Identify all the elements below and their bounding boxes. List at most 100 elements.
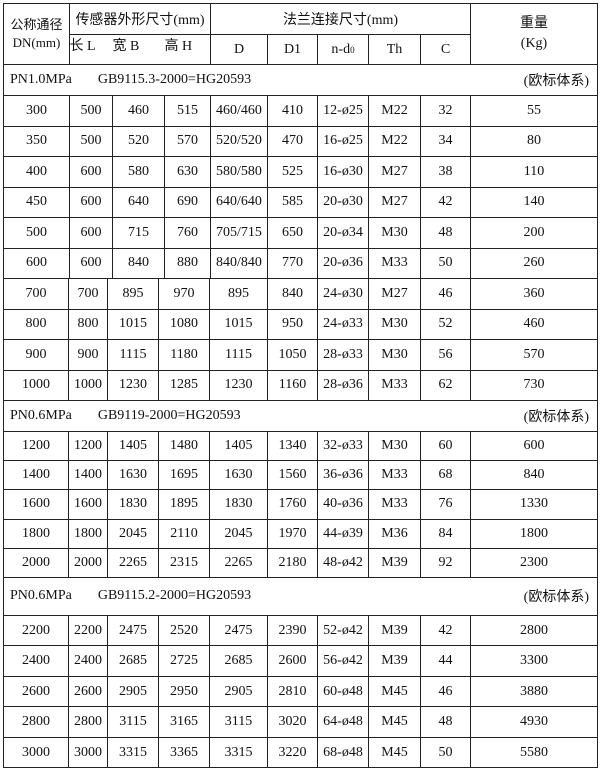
header-flange-group: 法兰连接尺寸(mm): [211, 4, 471, 35]
flange-standard: GB9115.2-2000=HG20593: [97, 588, 252, 604]
cell-th: M30: [369, 432, 421, 461]
cell-d1: 650: [268, 218, 318, 248]
cell-weight: 200: [471, 218, 598, 248]
table-row: 450 600 640 690 640/640 585 20-ø30 M27 42 140: [4, 187, 598, 218]
weight-unit: (Kg): [520, 36, 548, 51]
cell-d1: 770: [268, 248, 318, 278]
cell-n-d0: 20-ø36: [318, 248, 369, 278]
table-body: PN1.0MPa GB9115.3-2000=HG20593 (欧标体系) 300 50…: [4, 65, 598, 768]
cell-length: 800: [69, 309, 108, 339]
cell-c: 46: [421, 279, 471, 309]
cell-n-d0: 24-ø30: [318, 279, 369, 309]
cell-n-d0: 32-ø33: [318, 432, 369, 461]
cell-c: 68: [421, 461, 471, 490]
cell-length: 600: [70, 218, 113, 248]
cell-dn: 900: [4, 340, 69, 370]
cell-th: M45: [369, 737, 421, 768]
cell-width: 2045: [108, 519, 159, 548]
table-row: 300 500 460 515 460/460 410 12-ø25 M22 32 55: [4, 96, 598, 127]
cell-weight: 360: [471, 279, 598, 309]
cell-width: 2905: [108, 676, 159, 707]
cell-weight: 110: [471, 157, 598, 187]
sensor-subheaders: 长 L 宽 B 高 H: [70, 35, 211, 64]
table-row: 1600 1600 1830 1895 1830 1760 40-ø36 M33 76 1330: [4, 490, 598, 520]
flowmeter-dimension-table: 公称通径 DN(mm) 传感器外形尺寸(mm) 法兰连接尺寸(mm) 重量 (K…: [3, 3, 598, 768]
cell-weight: 140: [471, 187, 598, 217]
cell-d: 2685: [210, 646, 268, 676]
cell-c: 46: [421, 676, 471, 707]
cell-width: 2475: [108, 615, 159, 646]
cell-th: M45: [369, 707, 421, 737]
cell-d: 1015: [210, 309, 268, 339]
cell-d1: 840: [268, 279, 318, 309]
cell-d: 1230: [210, 370, 268, 400]
cell-height: 1080: [159, 309, 210, 339]
table-header: 公称通径 DN(mm) 传感器外形尺寸(mm) 法兰连接尺寸(mm) 重量 (K…: [4, 4, 598, 65]
cell-weight: 4930: [471, 707, 598, 737]
cell-d1: 1160: [268, 370, 318, 400]
cell-th: M22: [369, 96, 421, 126]
table-row: 900 900 1115 1180 1115 1050 28-ø33 M30 56 570: [4, 340, 598, 371]
cell-width: 3115: [108, 707, 159, 737]
cell-c: 48: [421, 218, 471, 248]
cell-length: 700: [69, 279, 108, 309]
cell-dn: 2400: [4, 646, 69, 676]
cell-d: 1115: [210, 340, 268, 370]
standard-system: (欧标体系): [523, 74, 589, 89]
cell-d: 460/460: [211, 96, 268, 126]
cell-n-d0: 12-ø25: [318, 96, 369, 126]
cell-dn: 800: [4, 309, 69, 339]
cell-weight: 730: [471, 370, 598, 400]
header-d1: D1: [268, 35, 318, 64]
cell-n-d0: 16-ø25: [318, 126, 369, 156]
cell-weight: 1800: [471, 519, 598, 548]
cell-th: M22: [369, 126, 421, 156]
standard-system: (欧标体系): [523, 590, 589, 606]
cell-weight: 5580: [471, 737, 598, 768]
cell-n-d0: 52-ø42: [318, 615, 369, 646]
dn-label: 公称通径: [10, 17, 63, 32]
cell-d: 3115: [210, 707, 268, 737]
cell-c: 44: [421, 646, 471, 676]
cell-c: 76: [421, 490, 471, 519]
cell-th: M33: [369, 248, 421, 278]
table-row: 2200 2200 2475 2520 2475 2390 52-ø42 M39 42 2800: [4, 615, 598, 647]
cell-dn: 350: [4, 126, 70, 156]
cell-d: 895: [210, 279, 268, 309]
nd-subscript: 0: [350, 44, 355, 55]
header-dn: 公称通径 DN(mm): [4, 4, 70, 64]
pressure-rating: PN0.6MPa: [10, 408, 72, 423]
cell-d1: 2600: [268, 646, 318, 676]
cell-c: 42: [421, 615, 471, 646]
cell-width: 840: [113, 248, 165, 278]
table-row: 2000 2000 2265 2315 2265 2180 48-ø42 M39 92 2300: [4, 548, 598, 578]
cell-width: 2265: [108, 548, 159, 577]
cell-weight: 55: [471, 96, 598, 126]
cell-d: 640/640: [211, 187, 268, 217]
cell-height: 2520: [159, 615, 210, 646]
table-row: 600 600 840 880 840/840 770 20-ø36 M33 50 260: [4, 248, 598, 279]
cell-d1: 2810: [268, 676, 318, 707]
cell-n-d0: 24-ø33: [318, 309, 369, 339]
cell-n-d0: 60-ø48: [318, 676, 369, 707]
cell-length: 1800: [69, 519, 108, 548]
cell-dn: 2600: [4, 676, 69, 707]
cell-n-d0: 28-ø36: [318, 370, 369, 400]
header-nd0: n-d 0: [318, 35, 369, 64]
cell-height: 760: [165, 218, 211, 248]
pressure-rating: PN1.0MPa: [10, 72, 72, 87]
table-row: 700 700 895 970 895 840 24-ø30 M27 46 360: [4, 279, 598, 310]
table-row: 1200 1200 1405 1480 1405 1340 32-ø33 M30 60 600: [4, 432, 598, 462]
nd-label: n-d: [331, 41, 351, 57]
standard-system: (欧标体系): [523, 410, 589, 425]
table-row: 2400 2400 2685 2725 2685 2600 56-ø42 M39 44 3300: [4, 646, 598, 677]
cell-c: 38: [421, 157, 471, 187]
section-row: PN0.6MPa GB9115.2-2000=HG20593 (欧标体系): [4, 577, 598, 616]
cell-height: 2110: [159, 519, 210, 548]
header-length: 长 L: [69, 39, 96, 54]
cell-d1: 3020: [268, 707, 318, 737]
cell-length: 1200: [69, 432, 108, 461]
cell-height: 1895: [159, 490, 210, 519]
cell-th: M39: [369, 548, 421, 577]
cell-d: 1405: [210, 432, 268, 461]
